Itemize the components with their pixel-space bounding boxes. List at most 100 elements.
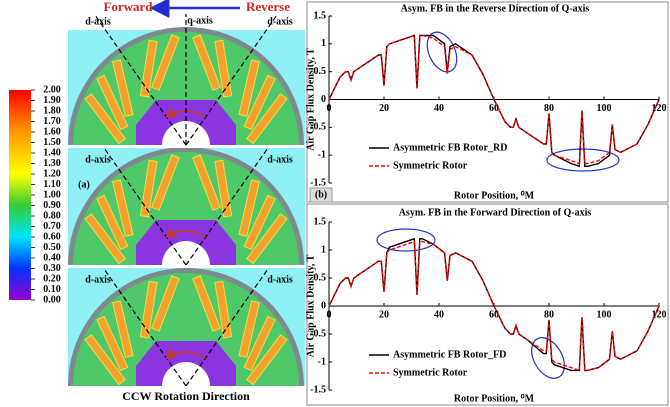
colorbar-tick-label: 1.20 bbox=[43, 168, 61, 179]
colorbar-tick-label: 0.00 bbox=[43, 294, 61, 305]
colorbar-tick-label: 0.90 bbox=[43, 200, 61, 211]
colorbar-tick-label: 0.10 bbox=[43, 284, 61, 295]
flux-barrier bbox=[139, 280, 158, 339]
colorbar-tick-label: 0.20 bbox=[43, 273, 61, 284]
caption: CCW Rotation Direction bbox=[122, 389, 250, 403]
d-axis-label: d-axis bbox=[267, 16, 293, 27]
x-tick-label: 80 bbox=[544, 103, 554, 114]
panel-label: (a) bbox=[78, 179, 90, 190]
flux-barrier bbox=[139, 39, 158, 98]
y-tick-label: -0.5 bbox=[310, 122, 326, 133]
legend-label: Symmetric Rotor bbox=[393, 160, 468, 171]
flux-barrier bbox=[246, 213, 288, 265]
d-axis-label: d-axis bbox=[85, 16, 111, 27]
chart-title: Asym. FB in the Forward Direction of Q-a… bbox=[399, 207, 592, 218]
y-tick-label: 1.5 bbox=[314, 10, 327, 21]
y-axis-label: Air Gap Flux Density, T bbox=[305, 254, 316, 357]
flux-barrier bbox=[96, 194, 129, 251]
reverse-label: Reverse bbox=[246, 0, 290, 14]
rotor-section bbox=[68, 148, 304, 265]
flux-barrier bbox=[214, 159, 233, 218]
series-line bbox=[328, 240, 660, 372]
flux-barrier bbox=[151, 154, 180, 211]
d-axis-label: d-axis bbox=[267, 274, 293, 285]
flux-barrier bbox=[139, 159, 158, 218]
x-tick-label: 0 bbox=[327, 309, 332, 320]
d-axis-line bbox=[103, 148, 187, 265]
x-tick-label: 60 bbox=[489, 103, 499, 114]
flux-barrier bbox=[192, 154, 221, 211]
flux-barrier bbox=[214, 280, 233, 339]
rotor-core bbox=[73, 273, 299, 386]
x-tick-label: 40 bbox=[434, 309, 444, 320]
forward-label: Forward bbox=[103, 0, 153, 14]
flux-barrier bbox=[151, 275, 180, 332]
colorbar-tick-label: 2.00 bbox=[43, 84, 61, 95]
q-axis-label: q-axis bbox=[187, 15, 213, 26]
flux-barrier bbox=[238, 179, 260, 237]
colorbar-tick-label: 0.80 bbox=[43, 210, 61, 221]
flux-barrier bbox=[84, 213, 126, 265]
y-tick-label: -0.5 bbox=[310, 328, 326, 339]
flux-barrier bbox=[151, 34, 180, 91]
rotor-core bbox=[73, 152, 299, 265]
y-tick-label: 0 bbox=[321, 94, 326, 105]
rotor-section bbox=[68, 268, 304, 386]
y-tick-label: 0.5 bbox=[314, 272, 327, 283]
d-axis-line bbox=[102, 268, 187, 386]
shaft bbox=[162, 241, 210, 265]
flux-barrier bbox=[112, 300, 134, 358]
flux-barrier bbox=[246, 334, 288, 386]
x-tick-label: 80 bbox=[544, 309, 554, 320]
legend-label: Asymmetric FB Rotor_FD bbox=[393, 349, 506, 360]
d-axis-label: d-axis bbox=[267, 154, 293, 165]
colorbar-tick-label: 1.40 bbox=[43, 147, 61, 158]
panel-label-box bbox=[309, 187, 333, 203]
flux-barrier bbox=[84, 334, 126, 386]
chart-frame bbox=[306, 1, 669, 203]
x-tick-label: 100 bbox=[597, 103, 612, 114]
flux-barrier bbox=[238, 59, 260, 117]
y-tick-label: 1.5 bbox=[314, 216, 327, 227]
rotation-arrow bbox=[165, 227, 207, 239]
d-axis-line bbox=[185, 268, 270, 386]
flux-barrier bbox=[214, 39, 233, 98]
x-tick-label: 100 bbox=[597, 309, 612, 320]
colorbar-tick-label: 1.30 bbox=[43, 158, 61, 169]
rotation-arrow bbox=[165, 348, 207, 360]
x-tick-label: 0 bbox=[327, 103, 332, 114]
flux-barrier bbox=[192, 34, 221, 91]
highlight-ellipse bbox=[426, 31, 458, 73]
colorbar-tick-label: 1.10 bbox=[43, 179, 61, 190]
x-tick-label: 120 bbox=[652, 103, 667, 114]
highlight-ellipse bbox=[376, 228, 436, 252]
panel-label: (b) bbox=[315, 189, 327, 200]
series-line bbox=[328, 34, 660, 165]
highlight-ellipse bbox=[531, 337, 565, 379]
colorbar-tick-label: 1.50 bbox=[43, 137, 61, 148]
shaft bbox=[162, 362, 210, 386]
x-tick-label: 120 bbox=[652, 309, 667, 320]
flux-barrier bbox=[192, 275, 221, 332]
flux-barrier bbox=[243, 194, 276, 251]
colorbar-tick-label: 1.90 bbox=[43, 95, 61, 106]
colorbar-tick-label: 1.80 bbox=[43, 105, 61, 116]
x-axis-label: Rotor Position, ⁰M bbox=[454, 190, 535, 201]
colorbar-tick-label: 0.30 bbox=[43, 263, 61, 274]
d-axis-label: d-axis bbox=[85, 154, 111, 165]
flux-barrier bbox=[96, 74, 129, 131]
flux-barrier bbox=[96, 315, 129, 372]
colorbar-tick-label: 1.60 bbox=[43, 126, 61, 137]
flux-barrier bbox=[243, 74, 276, 131]
flux-barrier bbox=[112, 59, 134, 117]
highlight-ellipse bbox=[546, 148, 620, 172]
y-tick-label: -1 bbox=[318, 356, 326, 367]
x-tick-label: 40 bbox=[434, 103, 444, 114]
x-tick-label: 20 bbox=[379, 103, 389, 114]
y-tick-label: 1 bbox=[321, 38, 326, 49]
chart-title: Asym. FB in the Reverse Direction of Q-a… bbox=[401, 3, 590, 14]
x-tick-label: 20 bbox=[379, 309, 389, 320]
flux-barrier bbox=[243, 315, 276, 372]
colorbar bbox=[9, 90, 31, 300]
